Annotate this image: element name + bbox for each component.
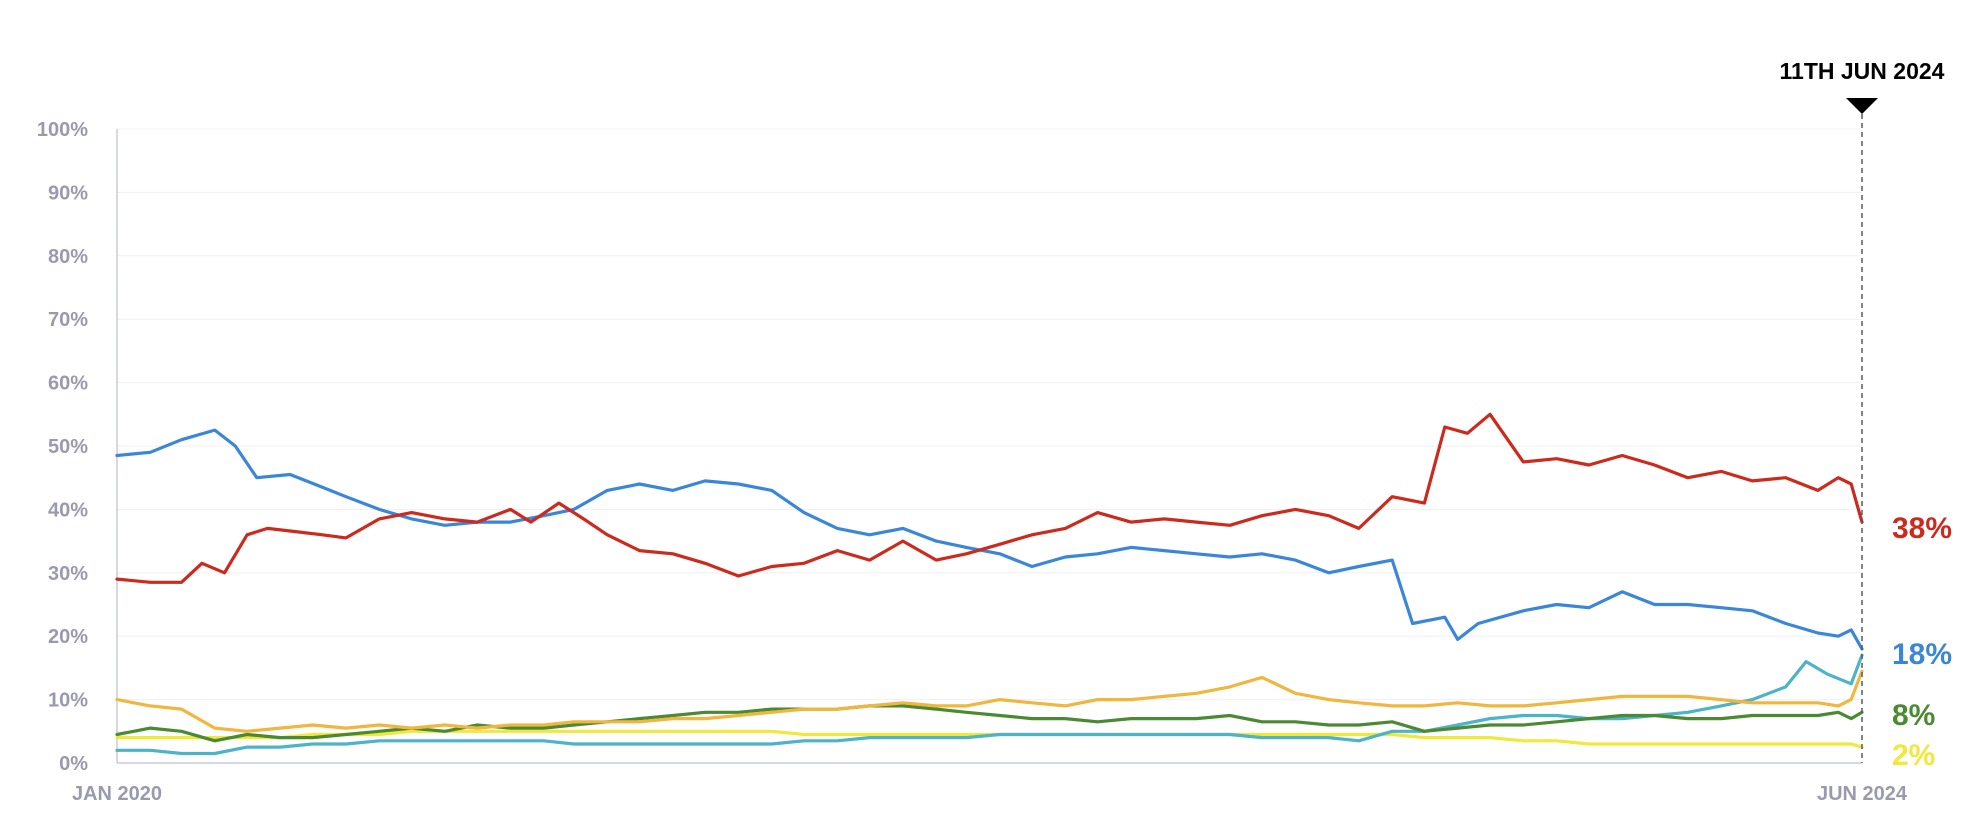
series-line bbox=[115, 653, 1864, 756]
end-value-label: 8% bbox=[1892, 699, 1935, 732]
y-tick-label: 70% bbox=[48, 309, 88, 331]
end-value-labels: 38% 18% 8% 2% bbox=[1892, 512, 1952, 772]
x-tick-label: JUN 2024 bbox=[1817, 783, 1908, 805]
marker-label: 11TH JUN 2024 bbox=[1780, 58, 1945, 84]
series-line bbox=[115, 669, 1864, 733]
y-tick-label: 30% bbox=[48, 563, 88, 585]
y-tick-label: 60% bbox=[48, 373, 88, 395]
x-tick-label: JAN 2020 bbox=[72, 783, 162, 805]
y-tick-label: 0% bbox=[59, 753, 88, 775]
y-tick-label: 50% bbox=[48, 436, 88, 458]
end-value-label: 2% bbox=[1892, 739, 1935, 772]
series-lines bbox=[115, 412, 1864, 756]
end-value-label: 38% bbox=[1892, 512, 1952, 545]
x-axis-tick-labels: JAN 2020 JUN 2024 bbox=[72, 783, 1908, 805]
y-tick-label: 10% bbox=[48, 690, 88, 712]
y-axis-tick-labels: 0% 10% 20% 30% 40% 50% 60% 70% 80% 90% 100% bbox=[37, 119, 88, 775]
y-tick-label: 100% bbox=[37, 119, 88, 141]
y-tick-label: 40% bbox=[48, 499, 88, 521]
y-tick-label: 90% bbox=[48, 182, 88, 204]
series-line bbox=[115, 729, 1864, 749]
marker-triangle bbox=[1846, 98, 1878, 114]
y-tick-label: 80% bbox=[48, 246, 88, 268]
date-marker: 11TH JUN 2024 bbox=[1780, 58, 1945, 763]
series-line bbox=[115, 412, 1864, 584]
end-value-label: 18% bbox=[1892, 638, 1952, 671]
y-tick-label: 20% bbox=[48, 626, 88, 648]
gridlines bbox=[117, 128, 1862, 701]
